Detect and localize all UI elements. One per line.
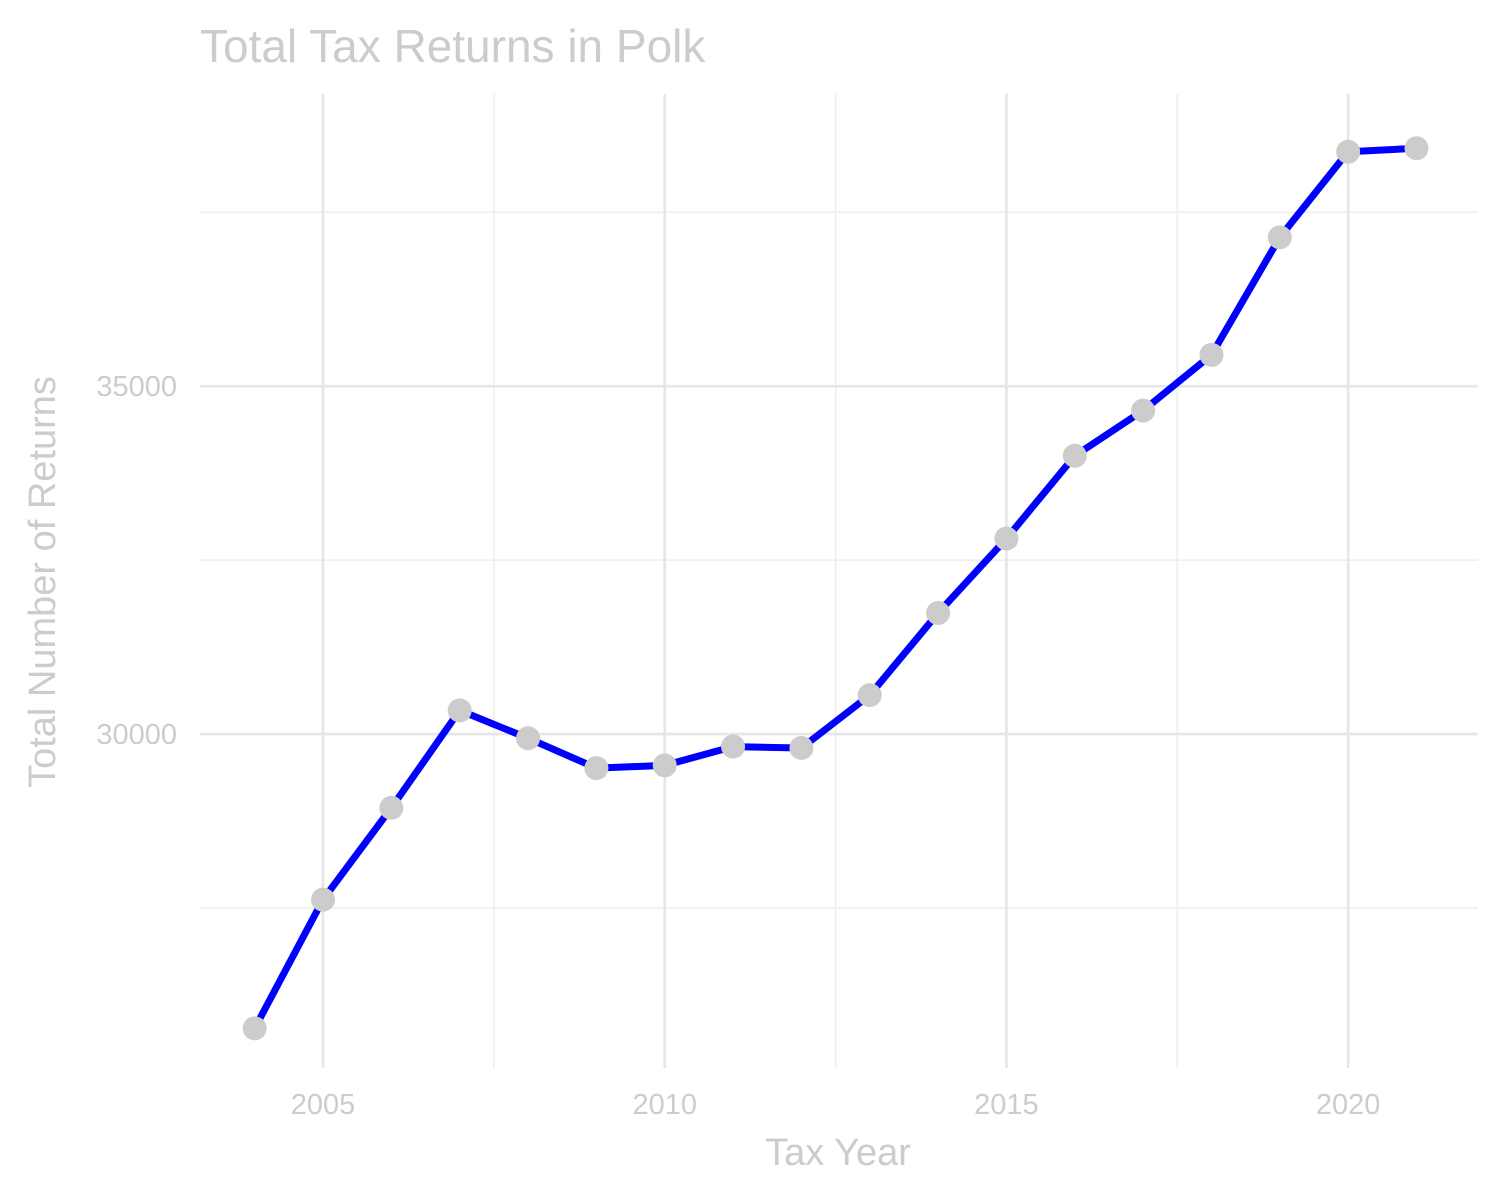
data-point-2005 bbox=[311, 887, 336, 912]
data-point-2019 bbox=[1267, 225, 1292, 250]
x-axis-title: Tax Year bbox=[765, 1132, 911, 1174]
data-point-2010 bbox=[652, 753, 677, 778]
y-tick-label-35000: 35000 bbox=[96, 371, 177, 403]
data-point-2012 bbox=[789, 735, 814, 760]
data-point-2020 bbox=[1336, 139, 1361, 164]
data-point-2004 bbox=[242, 1016, 267, 1041]
series-line bbox=[251, 144, 1420, 1032]
x-tick-label-2010: 2010 bbox=[632, 1089, 697, 1121]
data-point-2006 bbox=[379, 795, 404, 820]
chart-title: Total Tax Returns in Polk bbox=[200, 20, 706, 72]
grid-lines bbox=[200, 94, 1478, 1068]
y-tick-label-30000: 30000 bbox=[96, 719, 177, 751]
x-tick-label-2005: 2005 bbox=[291, 1089, 356, 1121]
data-points-group bbox=[242, 136, 1429, 1041]
data-point-2008 bbox=[516, 726, 541, 751]
x-tick-label-2015: 2015 bbox=[974, 1089, 1039, 1121]
data-point-2015 bbox=[994, 526, 1019, 551]
y-axis-title: Total Number of Returns bbox=[22, 376, 64, 788]
series-line-group bbox=[251, 144, 1420, 1032]
x-tick-label-2020: 2020 bbox=[1316, 1089, 1381, 1121]
data-point-2017 bbox=[1131, 398, 1156, 423]
data-point-2018 bbox=[1199, 342, 1224, 367]
data-point-2021 bbox=[1404, 136, 1429, 161]
x-axis-ticks: 2005 2010 2015 2020 bbox=[291, 1089, 1381, 1121]
data-point-2013 bbox=[857, 683, 882, 708]
y-axis-ticks: 30000 35000 bbox=[96, 371, 177, 751]
data-point-2009 bbox=[584, 756, 609, 781]
data-point-2011 bbox=[721, 734, 746, 759]
data-point-2007 bbox=[447, 698, 472, 723]
data-point-2016 bbox=[1062, 443, 1087, 468]
data-point-2014 bbox=[926, 601, 951, 626]
